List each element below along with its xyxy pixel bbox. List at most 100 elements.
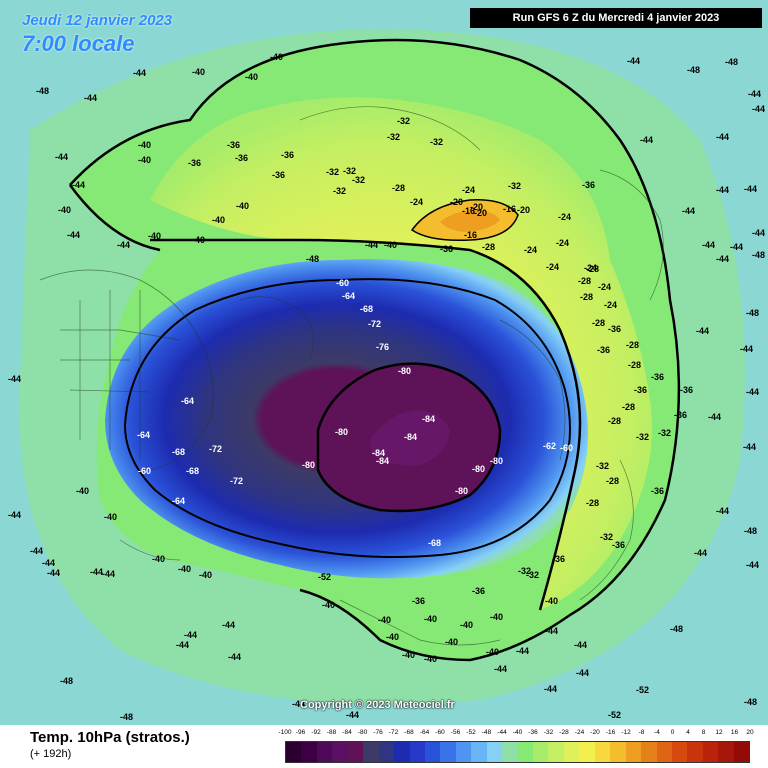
contour-label: -76 (376, 342, 389, 352)
contour-label: -72 (368, 319, 381, 329)
contour-label: -44 (133, 68, 146, 78)
contour-label: -40 (270, 52, 283, 62)
contour-label: -40 (148, 231, 161, 241)
contour-label: -36 (651, 372, 664, 382)
contour-label: -40 (378, 615, 391, 625)
contour-label: -44 (716, 132, 729, 142)
legend-swatch (286, 742, 302, 762)
contour-label: -40 (138, 140, 151, 150)
warm-core-inner (440, 210, 500, 232)
contour-label: -44 (184, 630, 197, 640)
contour-label: -28 (586, 498, 599, 508)
contour-label: -36 (612, 540, 625, 550)
contour-label: -32 (397, 116, 410, 126)
contour-label: -28 (622, 402, 635, 412)
contour-label: -44 (72, 180, 85, 190)
contour-label: -40 (152, 554, 165, 564)
legend-label: -48 (481, 729, 492, 736)
contour-label: -80 (490, 456, 503, 466)
contour-label: -72 (209, 444, 222, 454)
contour-label: -44 (752, 228, 765, 238)
contour-label: -20 (450, 197, 463, 207)
legend-label: -44 (497, 729, 507, 736)
contour-label: -48 (670, 624, 683, 634)
contour-label: -44 (694, 548, 707, 558)
contour-label: -44 (743, 442, 756, 452)
legend-swatch (316, 742, 333, 762)
legend-label: 8 (701, 729, 706, 736)
legend-label: -20 (590, 729, 600, 736)
contour-label: -44 (545, 626, 558, 636)
contour-label: -60 (336, 278, 349, 288)
legend-swatch (671, 742, 688, 762)
legend-swatch (656, 742, 672, 762)
contour-label: -84 (376, 456, 389, 466)
contour-label: -44 (576, 668, 589, 678)
legend-label: -96 (295, 729, 306, 736)
contour-label: -44 (716, 506, 729, 516)
vortex-core-inner (370, 410, 450, 466)
contour-label: -68 (428, 538, 441, 548)
contour-label: -36 (552, 554, 565, 564)
legend-label: -76 (373, 729, 383, 736)
contour-label: -64 (137, 430, 150, 440)
contour-label: -40 (445, 637, 458, 647)
legend-label: -24 (574, 729, 585, 736)
contour-label: -28 (580, 292, 593, 302)
legend-swatch (718, 742, 734, 762)
legend-swatch (687, 742, 703, 762)
contour-label: -40 (460, 620, 473, 630)
legend-swatch (502, 742, 518, 762)
contour-label: -44 (84, 93, 97, 103)
legend-labels: -100 -96 -92 -88 -84 -80 -76 -72 -68 -64 -60 -56 -52… (278, 729, 754, 741)
contour-lines (68, 38, 681, 662)
contour-label: -40 (58, 205, 71, 215)
copyright-text: Copyright © 2023 Meteociel.fr (300, 699, 455, 711)
legend-label: -8 (638, 729, 645, 736)
contour-label: -36 (582, 180, 595, 190)
contour-label: -40 (178, 564, 191, 574)
legend-swatch (440, 742, 456, 762)
contour-label: -28 (592, 318, 605, 328)
run-info: Run GFS 6 Z du Mercredi 4 janvier 2023 (470, 8, 762, 28)
contour-label: -32 (636, 432, 649, 442)
legend-label: -64 (419, 729, 430, 736)
contour-label: -24 (410, 197, 423, 207)
contour-label: -28 (578, 276, 591, 286)
contour-label: -40 (386, 632, 399, 642)
contour-label: -24 (556, 238, 569, 248)
legend-label: 16 (730, 729, 739, 736)
contour-label: -60 (138, 466, 151, 476)
legend-swatch (563, 742, 580, 762)
contour-label: -44 (752, 104, 765, 114)
contour-label: -52 (636, 685, 649, 695)
contour-label: -44 (8, 510, 21, 520)
contour-label: -40 (236, 201, 249, 211)
contour-label: -68 (186, 466, 199, 476)
legend-swatch (378, 742, 395, 762)
contour-label: -44 (292, 699, 305, 709)
contour-label: -40 (486, 647, 499, 657)
legend-label: -56 (450, 729, 461, 736)
contour-label: -16 (464, 230, 477, 240)
contour-label: -36 (281, 150, 294, 160)
contour-label: -36 (227, 140, 240, 150)
legend-label: -80 (357, 729, 368, 736)
contour-labels: -40-40-40-44-44-48-44-48-48-32-32 -32-36-… (8, 52, 765, 722)
legend-label: 12 (715, 729, 723, 736)
contour-label: -24 (524, 245, 537, 255)
legend-label: 0 (670, 729, 675, 736)
contour-label: -32 (596, 461, 609, 471)
contour-label: -48 (120, 712, 133, 722)
contour-label: -44 (716, 254, 729, 264)
contour-label: -44 (55, 152, 68, 162)
contour-label: -40 (76, 486, 89, 496)
contour-label: -44 (640, 135, 653, 145)
footer: Temp. 10hPa (stratos.) (+ 192h) -100 -96-… (0, 725, 768, 768)
contour-label: -36 (412, 596, 425, 606)
contour-label: -48 (752, 250, 765, 260)
contour-label: -40 (490, 612, 503, 622)
contour-label: -64 (342, 291, 355, 301)
contour-label: -44 (90, 567, 103, 577)
legend-label: 20 (746, 729, 754, 736)
